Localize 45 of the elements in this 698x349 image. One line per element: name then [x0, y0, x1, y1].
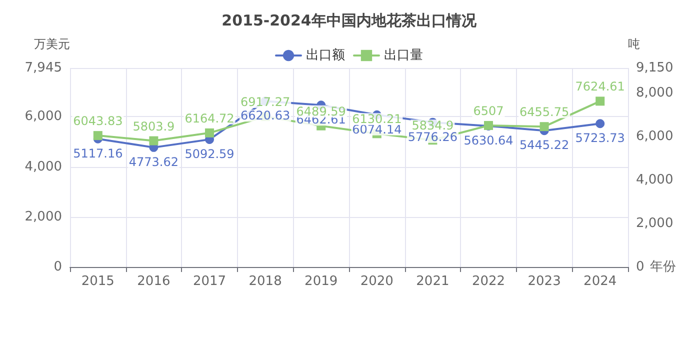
x-tick-label: 2023 — [528, 274, 561, 289]
data-label: 7624.61 — [575, 80, 625, 94]
data-label: 6620.63 — [240, 108, 290, 123]
y-tick-label: 4,000 — [24, 159, 62, 174]
data-label: 6164.72 — [184, 111, 234, 126]
data-label: 5723.73 — [575, 131, 625, 146]
x-tick-label: 2021 — [416, 274, 450, 289]
y2-tick-label: 2,000 — [636, 216, 674, 232]
legend-label: 出口量 — [384, 48, 423, 63]
y-tick-label: 7,945 — [24, 60, 62, 76]
x-tick-label: 2020 — [360, 274, 394, 289]
y2-tick-label: 8,000 — [636, 86, 674, 101]
data-label: 5776.26 — [408, 130, 458, 144]
data-label: 6130.21 — [352, 112, 402, 126]
x-tick-label: 2022 — [472, 274, 506, 289]
y2-tick-label: 4,000 — [636, 172, 674, 188]
x-tick-label: 2016 — [137, 274, 170, 289]
y2-tick-label: 0 — [636, 260, 644, 274]
y-tick-label: 2,000 — [24, 209, 62, 224]
data-label: 5092.59 — [184, 146, 234, 161]
y2-tick-label: 6,000 — [636, 129, 674, 144]
data-label: 6043.83 — [73, 114, 123, 128]
chart-title: 2015-2024年中国内地花茶出口情况 — [222, 12, 478, 30]
data-label: 6455.75 — [519, 105, 570, 120]
y-tick-label: 0 — [54, 260, 62, 274]
data-label: 6074.14 — [352, 122, 402, 136]
y-axis-title: 万美元 — [34, 37, 70, 51]
data-label: 5445.22 — [519, 138, 570, 152]
x-tick-label: 2024 — [584, 274, 617, 289]
x-tick-label: 2018 — [248, 274, 282, 289]
y-tick-label: 6,000 — [24, 109, 62, 124]
x-tick-label: 2017 — [192, 274, 226, 289]
x-tick-label: 2019 — [304, 274, 338, 289]
data-label: 4773.62 — [128, 154, 179, 169]
data-label: 5803.9 — [132, 119, 175, 134]
y2-axis-title: 吨 — [628, 37, 640, 51]
data-label: 5834.9 — [412, 118, 454, 133]
x-tick-label: 2015 — [81, 274, 114, 289]
data-label: 5117.16 — [73, 146, 123, 160]
data-label: 6917.27 — [240, 95, 290, 110]
y2-tick-label: 9,150 — [636, 60, 674, 76]
data-label: 6507 — [473, 104, 504, 118]
x-axis-title: 年份 — [650, 260, 676, 274]
data-label: 5630.64 — [464, 133, 514, 148]
legend-label: 出口额 — [306, 48, 345, 63]
